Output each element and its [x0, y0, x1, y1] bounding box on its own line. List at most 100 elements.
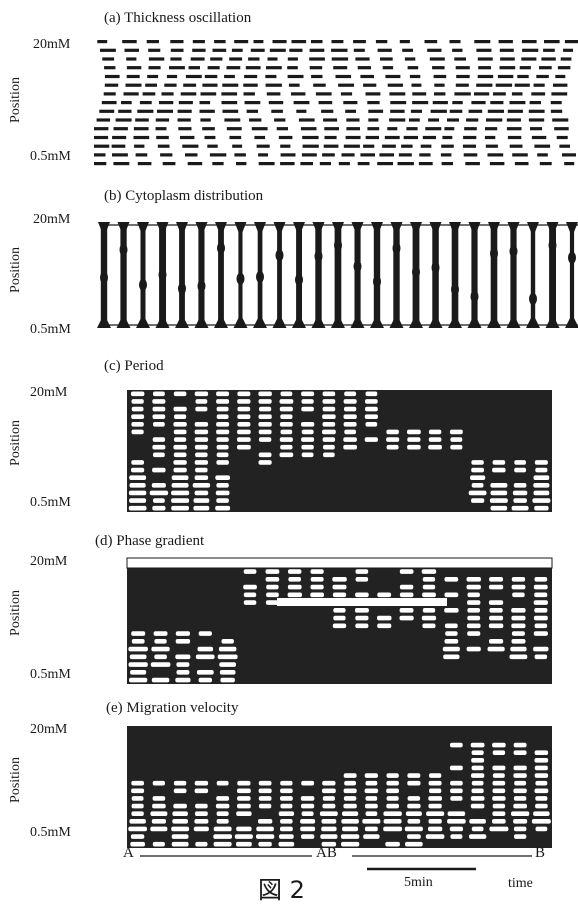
cell-mark: [341, 819, 359, 824]
cell-mark: [151, 483, 166, 488]
cell-mark: [534, 758, 549, 763]
thickness-mark: [254, 135, 266, 140]
cell-mark: [154, 654, 167, 660]
thickness-mark: [387, 127, 398, 131]
thickness-mark: [485, 127, 498, 131]
cell-mark: [492, 460, 506, 465]
cell-mark: [237, 422, 251, 427]
cytoplasm-bottom-knob: [350, 318, 365, 328]
thickness-mark: [560, 57, 572, 61]
thickness-mark: [300, 127, 317, 131]
thickness-mark: [125, 83, 142, 87]
thickness-mark: [528, 109, 545, 113]
cell-mark: [301, 437, 315, 442]
thickness-mark: [382, 144, 396, 148]
cell-mark: [365, 406, 378, 412]
cell-mark: [220, 677, 235, 683]
cell-mark: [321, 826, 337, 832]
cell-mark: [129, 498, 147, 503]
cell-mark: [243, 569, 257, 574]
cell-mark: [237, 391, 251, 397]
cell-mark: [364, 788, 379, 794]
cell-mark: [386, 429, 399, 435]
cell-mark: [173, 452, 187, 458]
cell-mark: [533, 483, 550, 488]
panel-a-title: (a) Thickness oscillation: [104, 10, 251, 27]
cytoplasm-bottom-knob: [194, 318, 209, 328]
cell-mark: [407, 444, 421, 450]
cell-mark: [128, 662, 148, 667]
cell-mark: [470, 803, 485, 809]
cell-mark: [131, 467, 145, 473]
cell-mark: [492, 788, 506, 794]
thickness-mark: [293, 101, 310, 105]
cell-mark: [534, 788, 549, 794]
cytoplasm-bar: [334, 222, 342, 328]
cell-mark: [195, 406, 208, 412]
cytoplasm-bottom-knob: [389, 318, 404, 328]
thickness-mark: [309, 57, 325, 61]
cell-mark: [511, 608, 526, 613]
cell-mark: [490, 490, 508, 496]
thickness-mark: [94, 144, 110, 148]
cell-mark: [444, 592, 459, 598]
thickness-mark: [407, 66, 419, 70]
cell-mark: [447, 811, 466, 816]
cell-mark: [342, 811, 359, 816]
thickness-mark: [528, 118, 545, 122]
thickness-mark: [224, 74, 235, 79]
thickness-mark: [155, 127, 167, 131]
cell-mark: [216, 406, 229, 412]
cell-mark: [355, 577, 369, 582]
thickness-mark: [441, 162, 453, 166]
cell-mark: [153, 391, 165, 397]
cell-mark: [310, 592, 324, 598]
cell-mark: [301, 391, 315, 397]
cell-mark: [216, 483, 229, 488]
thickness-mark: [455, 83, 469, 87]
cell-mark: [322, 422, 336, 427]
cytoplasm-bar: [315, 222, 322, 328]
thickness-mark: [111, 144, 126, 148]
cell-mark: [280, 819, 293, 824]
cell-mark: [509, 654, 528, 660]
cell-mark: [198, 677, 212, 683]
thickness-mark: [157, 109, 173, 113]
cell-mark: [287, 592, 302, 598]
cell-mark: [467, 592, 480, 598]
cell-mark: [449, 429, 463, 435]
cell-mark: [332, 592, 347, 598]
cell-mark: [386, 788, 399, 794]
cell-mark: [152, 803, 166, 809]
cell-mark: [332, 623, 347, 629]
thickness-mark: [134, 144, 145, 148]
thickness-mark: [224, 118, 241, 122]
cell-mark: [129, 483, 146, 488]
thickness-mark: [100, 48, 116, 52]
cell-mark: [301, 399, 314, 404]
cytoplasm-bulge: [548, 239, 557, 252]
cell-mark: [173, 467, 187, 473]
thickness-mark: [269, 48, 286, 52]
thickness-mark: [121, 101, 132, 105]
thickness-mark: [403, 135, 418, 140]
thickness-mark: [236, 162, 247, 166]
cell-mark: [152, 796, 166, 801]
cell-mark: [450, 788, 463, 794]
panel-background: [127, 390, 552, 512]
cell-mark: [422, 608, 436, 613]
cell-mark: [447, 819, 466, 824]
cell-mark: [150, 662, 171, 667]
thickness-mark: [511, 92, 523, 96]
cell-mark: [300, 819, 316, 824]
cell-mark: [466, 577, 481, 582]
cytoplasm-bar: [432, 222, 439, 328]
cell-mark: [129, 677, 148, 683]
thickness-mark: [278, 135, 293, 140]
thickness-mark: [234, 153, 246, 157]
cytoplasm-bottom-knob: [214, 318, 228, 328]
thickness-mark: [529, 101, 541, 105]
thickness-mark: [148, 48, 161, 52]
cell-mark: [488, 600, 504, 605]
cell-mark: [365, 391, 378, 397]
